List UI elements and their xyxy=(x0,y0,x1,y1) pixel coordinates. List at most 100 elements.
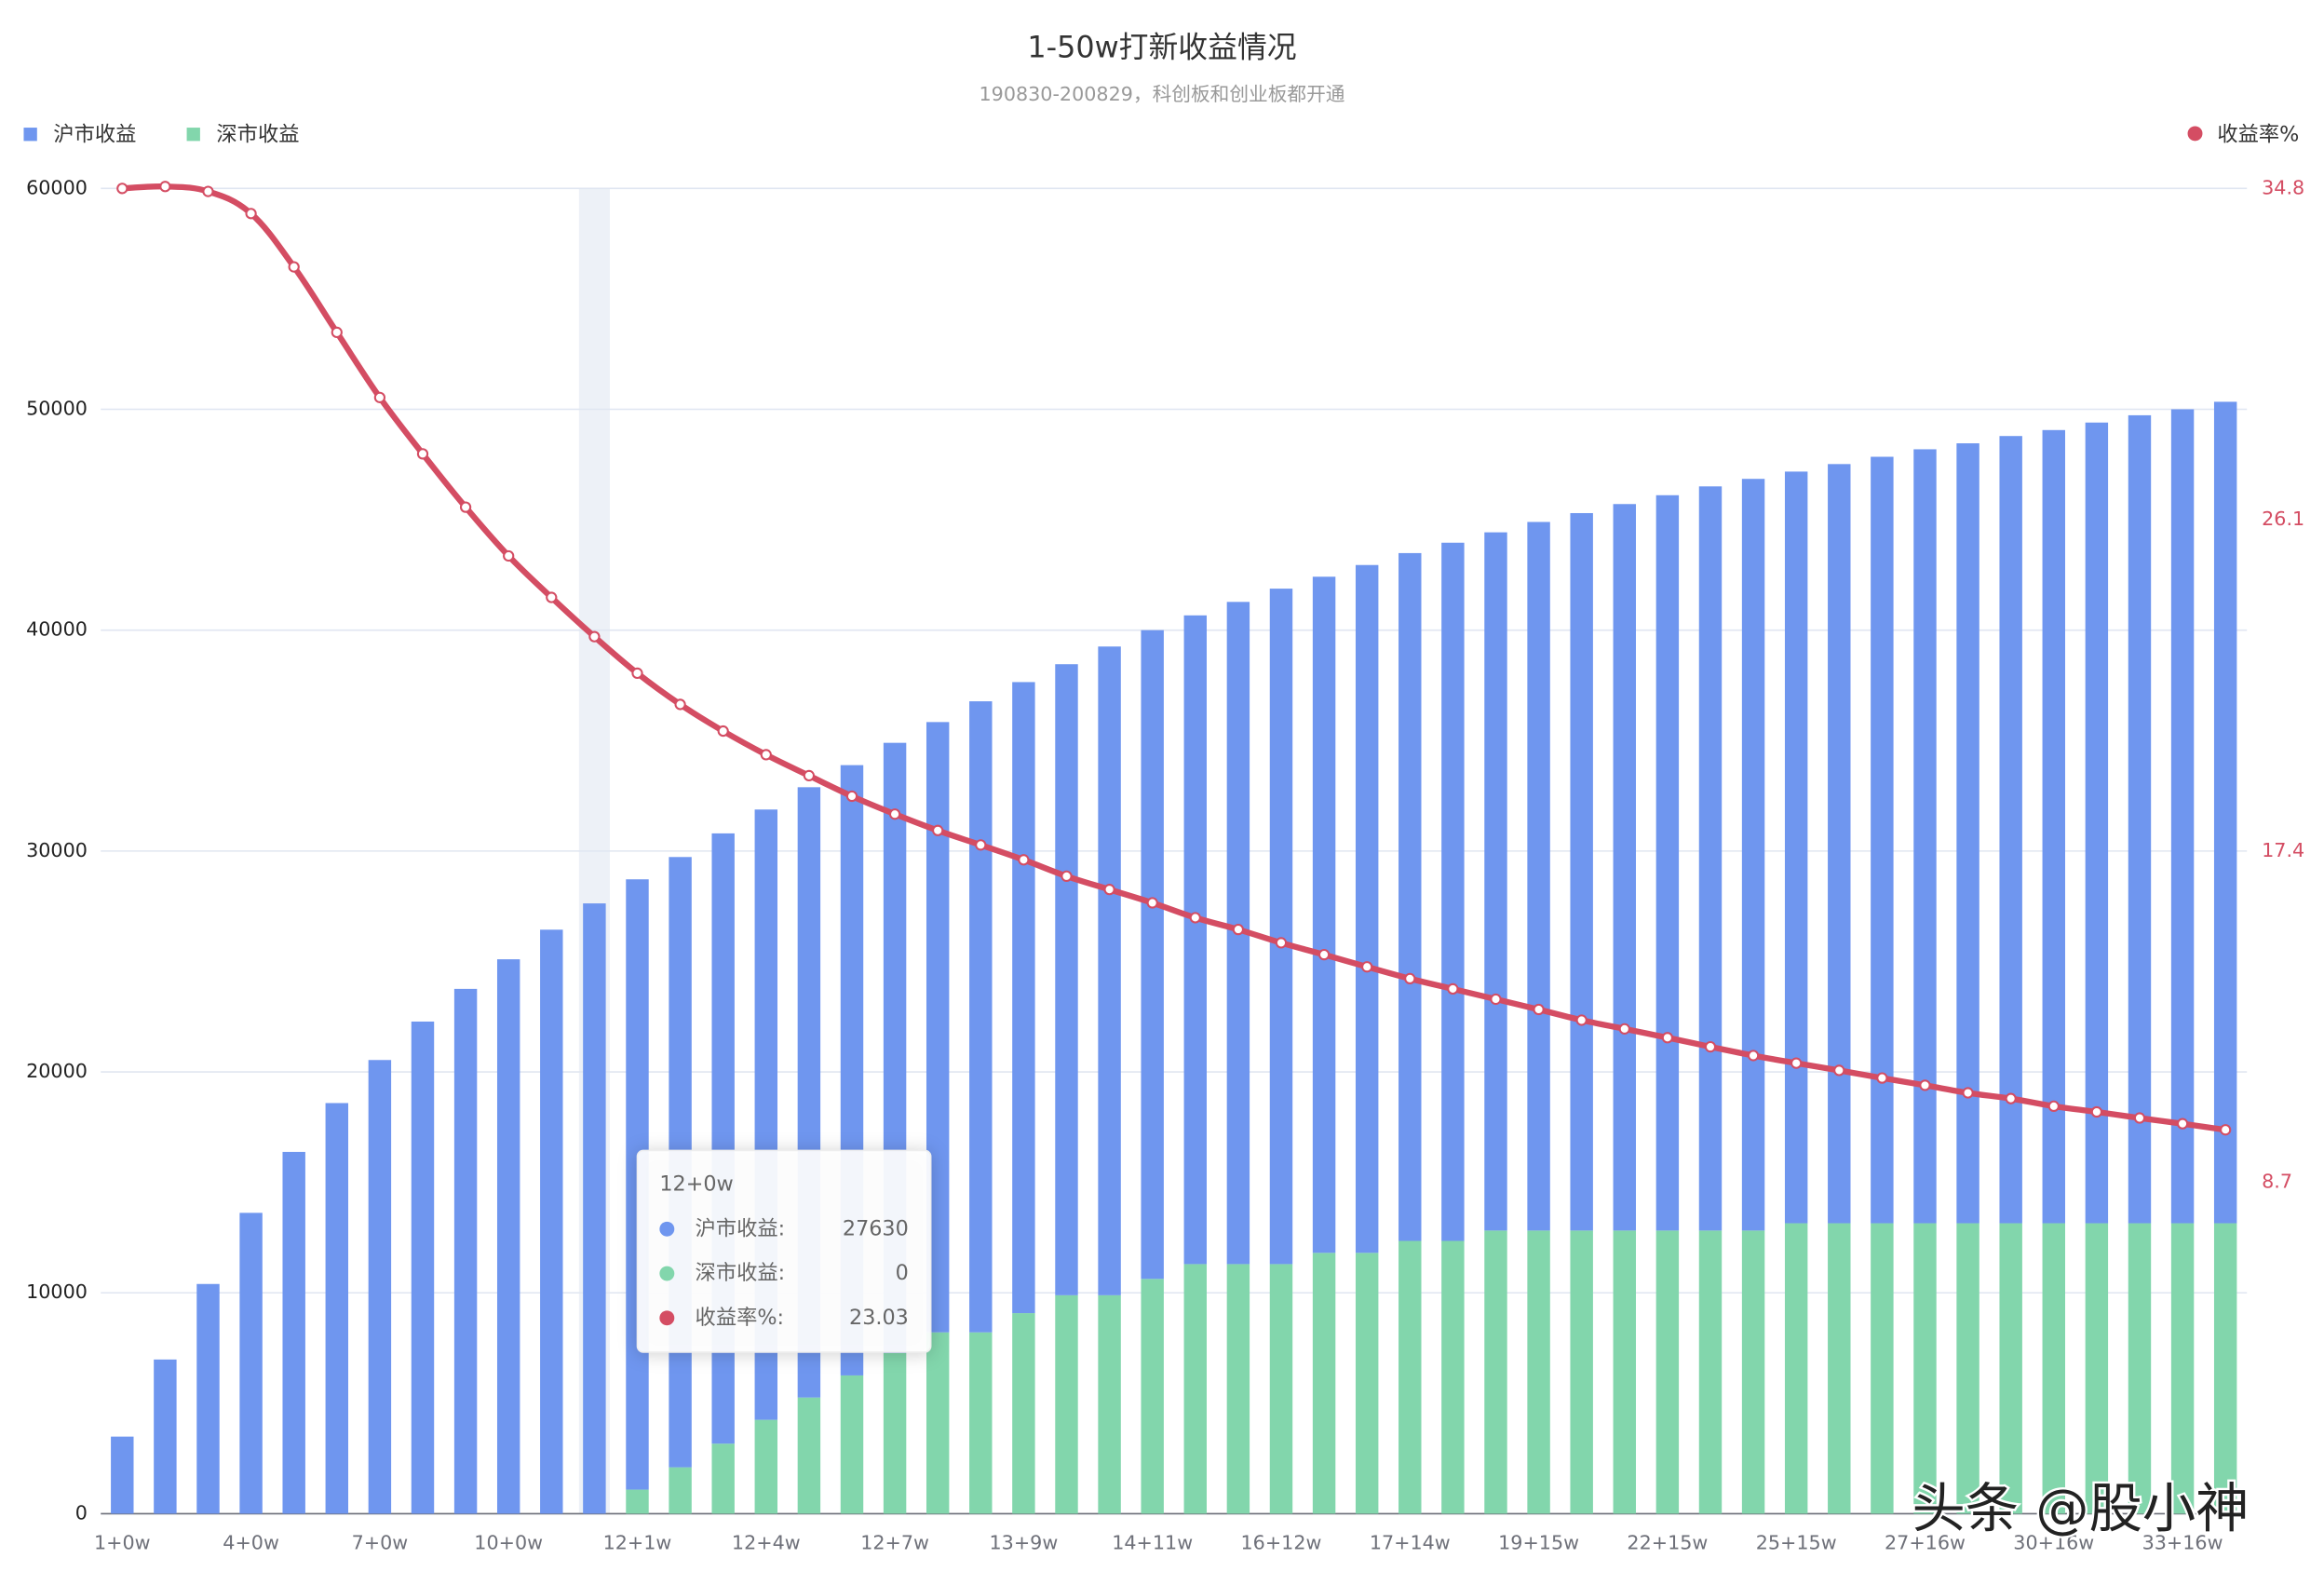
chart-subtitle: 190830-200829，科创板和创业板都开通 xyxy=(980,83,1345,105)
y2-tick-label: 8.7 xyxy=(2262,1171,2292,1193)
line-point xyxy=(1232,923,1245,936)
bar xyxy=(411,1021,435,1514)
bar xyxy=(1570,1230,1593,1514)
x-tick-label: 25+15w xyxy=(1756,1531,1837,1553)
bar xyxy=(1484,1230,1507,1514)
line-point xyxy=(1317,948,1331,961)
bar xyxy=(583,903,606,1514)
bar xyxy=(1226,1264,1250,1514)
x-tick-label: 1+0w xyxy=(94,1531,151,1553)
bar xyxy=(969,1332,993,1514)
bar xyxy=(1698,486,1723,1231)
tooltip-marker xyxy=(659,1221,675,1237)
bar xyxy=(1956,1223,1979,1514)
x-tick-label: 22+15w xyxy=(1627,1531,1708,1553)
bar xyxy=(1355,564,1379,1253)
bar xyxy=(2170,1223,2195,1514)
line-point xyxy=(631,667,643,680)
line-point xyxy=(2090,1105,2103,1118)
legend-label: 收益率% xyxy=(2217,123,2299,147)
bar xyxy=(325,1103,349,1514)
bar xyxy=(2042,1223,2065,1514)
bar xyxy=(2085,422,2109,1224)
bar xyxy=(1527,1230,1550,1514)
bar xyxy=(2042,429,2065,1224)
bar xyxy=(926,1332,950,1514)
x-tick-label: 4+0w xyxy=(223,1531,279,1553)
line-point xyxy=(459,501,472,513)
x-tick-label: 14+11w xyxy=(1112,1531,1193,1553)
bar xyxy=(496,959,520,1514)
bar xyxy=(282,1151,305,1514)
bar xyxy=(111,1436,134,1514)
y-tick-label: 60000 xyxy=(26,176,88,198)
watermark: 头条 @股小神 xyxy=(1912,1477,2249,1539)
line-point xyxy=(1962,1087,1974,1099)
bar xyxy=(969,701,993,1333)
tooltip-value: 27630 xyxy=(843,1216,909,1240)
line-point xyxy=(1833,1064,1845,1077)
bar xyxy=(1055,664,1078,1295)
chart-title: 1-50w打新收益情况 xyxy=(1027,30,1296,65)
bar xyxy=(797,1397,821,1514)
bar xyxy=(1570,512,1593,1231)
bar xyxy=(1398,1240,1422,1514)
line-point xyxy=(2176,1118,2189,1130)
bar xyxy=(1441,1240,1465,1514)
bar xyxy=(1098,646,1121,1295)
line-point xyxy=(1876,1072,1888,1084)
bar xyxy=(1012,1313,1035,1514)
bar xyxy=(883,1352,907,1514)
bar xyxy=(239,1212,263,1514)
bar xyxy=(840,1375,864,1514)
bar xyxy=(1398,552,1422,1241)
legend-label: 深市收益 xyxy=(216,123,299,147)
x-tick-label: 33+16w xyxy=(2142,1531,2223,1553)
line-point xyxy=(416,448,429,460)
bar xyxy=(1741,1230,1765,1514)
line-point xyxy=(1790,1057,1803,1069)
line-point xyxy=(503,549,515,562)
bar xyxy=(1613,1230,1636,1514)
line-point xyxy=(202,185,214,197)
bar xyxy=(1441,542,1465,1241)
line-point xyxy=(674,698,686,711)
bar xyxy=(2128,1223,2152,1514)
line-point xyxy=(546,591,558,603)
line-point xyxy=(1404,972,1416,985)
bar xyxy=(1355,1253,1379,1514)
tooltip-marker xyxy=(659,1266,675,1281)
bar xyxy=(196,1283,220,1514)
line-point xyxy=(373,391,386,403)
bar xyxy=(1655,494,1680,1231)
line-point xyxy=(717,725,729,738)
line-point xyxy=(1919,1079,1931,1091)
tooltip-label: 深市收益: xyxy=(696,1261,786,1285)
line-point xyxy=(760,749,772,761)
line-point xyxy=(845,790,858,803)
bar xyxy=(540,929,563,1514)
x-tick-label: 30+16w xyxy=(2013,1531,2094,1553)
line-point xyxy=(588,630,601,643)
bar xyxy=(1055,1294,1078,1514)
bar xyxy=(453,988,478,1514)
bar xyxy=(2170,409,2195,1224)
bar xyxy=(1484,532,1507,1231)
legend-swatch xyxy=(2187,126,2203,142)
line-point xyxy=(975,839,987,851)
line-point xyxy=(116,183,128,195)
bar xyxy=(2213,1223,2237,1514)
line-point xyxy=(288,261,300,273)
line-point xyxy=(1061,870,1073,882)
bar xyxy=(2085,1223,2109,1514)
y2-tick-label: 26.1 xyxy=(2262,508,2304,530)
tooltip-label: 沪市收益: xyxy=(696,1216,786,1240)
line-point xyxy=(1447,982,1459,996)
line-point xyxy=(1103,884,1115,896)
bar xyxy=(368,1060,392,1514)
bar xyxy=(1999,436,2022,1224)
bar xyxy=(1999,1223,2022,1514)
line-point xyxy=(1704,1040,1717,1053)
line-point xyxy=(1533,1003,1545,1016)
